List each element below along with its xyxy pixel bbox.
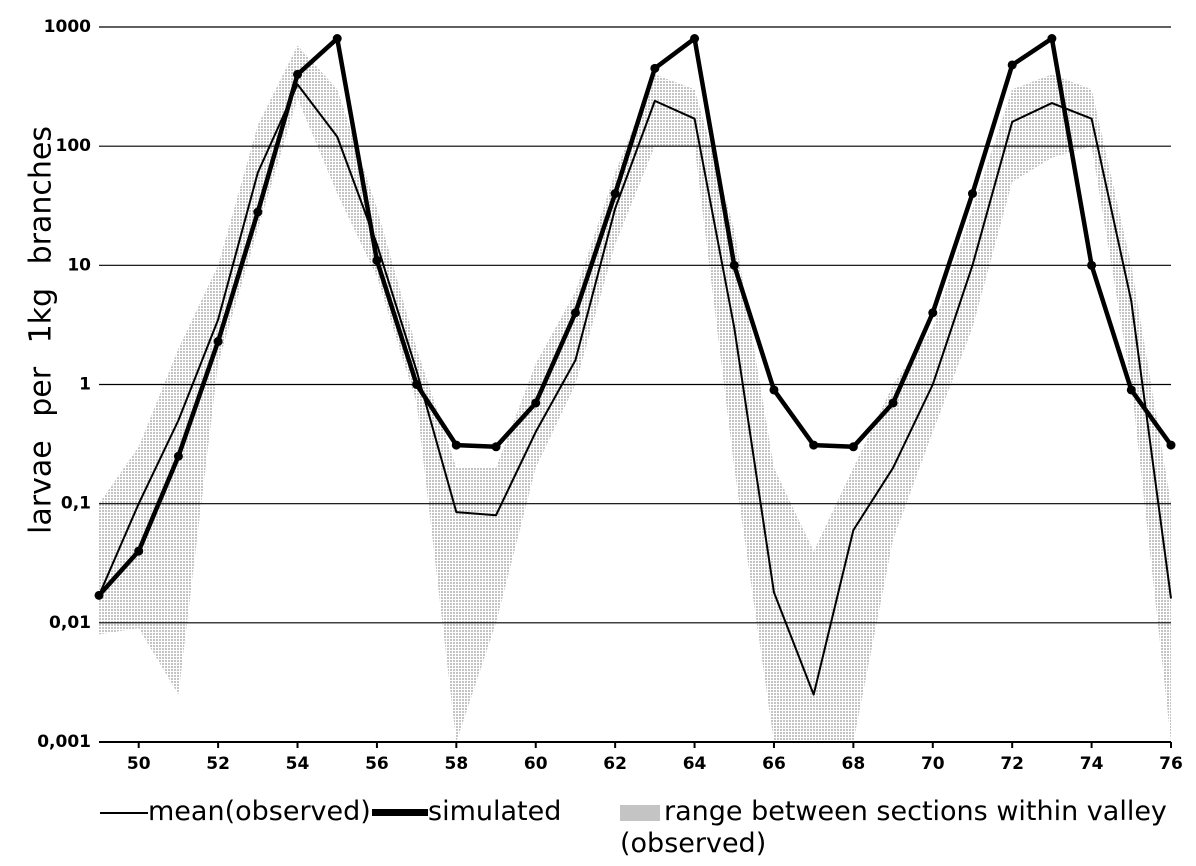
legend-label: mean(observed)	[148, 796, 371, 827]
series-marker	[372, 255, 382, 265]
series-marker	[967, 189, 977, 199]
x-tick-label: 74	[1080, 754, 1104, 774]
legend-simulated: simulated	[372, 796, 561, 828]
x-tick-label: 68	[842, 754, 866, 774]
y-tick-label: 10	[67, 255, 91, 275]
series-marker	[809, 440, 819, 450]
y-tick-label: 0,01	[49, 613, 91, 633]
x-tick-label: 54	[286, 754, 310, 774]
legend-label: simulated	[428, 796, 562, 827]
y-tick-label: 1000	[44, 17, 91, 37]
x-tick-label: 62	[603, 754, 627, 774]
series-marker	[1126, 385, 1136, 395]
series-marker	[531, 398, 541, 408]
series-marker	[491, 442, 501, 452]
y-tick-label: 1	[79, 375, 91, 395]
series-marker	[1087, 260, 1097, 270]
x-tick-label: 60	[524, 754, 548, 774]
series-marker	[928, 308, 938, 318]
series-marker	[729, 260, 739, 270]
series-marker	[690, 34, 700, 44]
x-tick-label: 50	[127, 754, 151, 774]
series-marker	[173, 451, 183, 461]
series-marker	[1047, 34, 1057, 44]
series-marker	[134, 546, 144, 556]
series-marker	[1166, 440, 1176, 450]
legend-label: range between sections within valley (ob…	[620, 796, 1167, 859]
series-marker	[253, 207, 263, 217]
y-tick-label: 0,1	[61, 494, 91, 514]
series-marker	[451, 440, 461, 450]
x-tick-label: 76	[1159, 754, 1183, 774]
x-tick-label: 70	[921, 754, 945, 774]
series-marker	[332, 34, 342, 44]
range-band	[99, 45, 1171, 742]
series-marker	[888, 398, 898, 408]
series-marker	[769, 385, 779, 395]
series-marker	[610, 189, 620, 199]
series-marker	[570, 308, 580, 318]
series-line	[98, 83, 1172, 696]
series-marker	[1007, 60, 1017, 70]
series-line	[97, 36, 1173, 597]
x-tick-label: 58	[444, 754, 468, 774]
series-marker	[650, 63, 660, 73]
y-axis-label: larvae per 1kg branches	[24, 126, 59, 534]
series-marker	[94, 590, 104, 600]
series-marker	[293, 69, 303, 79]
x-tick-label: 56	[365, 754, 389, 774]
y-tick-label: 0,001	[37, 732, 91, 752]
x-tick-label: 66	[762, 754, 786, 774]
series-marker	[848, 442, 858, 452]
series-marker	[213, 336, 223, 346]
y-tick-label: 100	[56, 136, 92, 156]
legend-mean: mean(observed)	[100, 796, 371, 828]
legend-range: range between sections within valley (ob…	[620, 796, 1190, 860]
x-tick-label: 52	[206, 754, 230, 774]
x-tick-label: 64	[683, 754, 707, 774]
series-marker	[412, 380, 422, 389]
x-tick-label: 72	[1000, 754, 1024, 774]
